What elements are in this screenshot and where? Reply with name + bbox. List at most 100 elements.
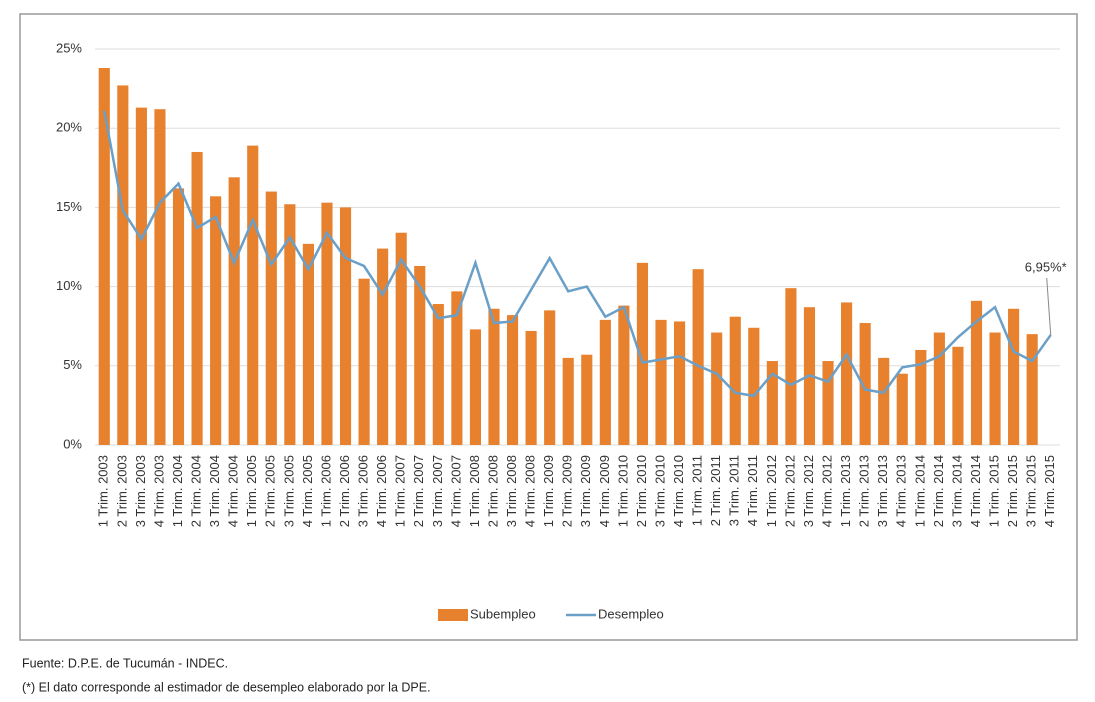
x-tick-label: 4 Trim. 2006 — [374, 455, 389, 527]
footnote: (*) El dato corresponde al estimador de … — [22, 680, 431, 694]
bar — [952, 346, 964, 445]
x-tick-label: 1 Trim. 2004 — [170, 455, 185, 527]
bar — [265, 191, 277, 445]
bar — [525, 330, 537, 445]
x-tick-label: 4 Trim. 2009 — [597, 455, 612, 527]
x-tick-label: 1 Trim. 2005 — [244, 455, 259, 527]
bar — [321, 202, 333, 445]
x-tick-label: 4 Trim. 2013 — [894, 455, 909, 527]
x-tick-label: 3 Trim. 2003 — [133, 455, 148, 527]
bar — [859, 323, 871, 445]
x-tick-label: 3 Trim. 2009 — [578, 455, 593, 527]
x-tick-label: 2 Trim. 2012 — [782, 455, 797, 527]
x-tick-label: 2 Trim. 2010 — [634, 455, 649, 527]
x-tick-label: 3 Trim. 2006 — [356, 455, 371, 527]
chart-frame — [19, 13, 1078, 641]
line — [103, 110, 1052, 398]
bar — [414, 266, 426, 445]
x-tick-label: 1 Trim. 2003 — [96, 455, 111, 527]
bar — [544, 310, 556, 445]
y-tick-label: 10% — [56, 278, 82, 293]
bar — [469, 329, 481, 445]
bar — [451, 291, 463, 445]
bar — [711, 332, 723, 445]
bar — [674, 321, 686, 445]
legend-label: Subempleo — [470, 606, 536, 621]
bar — [358, 278, 370, 445]
bar — [581, 354, 593, 445]
x-tick-label: 3 Trim. 2010 — [652, 455, 667, 527]
bar — [228, 177, 240, 445]
y-tick-label: 0% — [63, 436, 82, 451]
legend-label: Desempleo — [598, 606, 664, 621]
x-tick-label: 1 Trim. 2013 — [838, 455, 853, 527]
bar — [172, 188, 185, 445]
x-tick-label: 3 Trim. 2014 — [949, 455, 964, 527]
x-tick-label: 1 Trim. 2006 — [318, 455, 333, 527]
x-tick-label: 4 Trim. 2015 — [1042, 455, 1057, 527]
bar — [395, 232, 407, 445]
x-tick-label: 4 Trim. 2010 — [671, 455, 686, 527]
x-tick-label: 4 Trim. 2014 — [968, 455, 983, 527]
bar — [822, 361, 834, 445]
x-tick-label: 3 Trim. 2015 — [1024, 455, 1039, 527]
legend-swatch — [438, 609, 468, 621]
bar — [432, 304, 444, 445]
bar — [729, 316, 741, 445]
x-tick-label: 2 Trim. 2004 — [189, 455, 204, 527]
bar — [1008, 308, 1020, 445]
x-tick-label: 2 Trim. 2015 — [1005, 455, 1020, 527]
bar — [748, 327, 760, 445]
bar — [302, 243, 314, 445]
y-tick-label: 15% — [56, 199, 82, 214]
x-tick-label: 4 Trim. 2012 — [819, 455, 834, 527]
x-tick-label: 3 Trim. 2004 — [207, 455, 222, 527]
bar — [841, 302, 853, 445]
bar — [655, 319, 667, 445]
x-tick-label: 3 Trim. 2005 — [281, 455, 296, 527]
bar — [896, 373, 908, 445]
bar — [135, 107, 147, 445]
bar — [98, 68, 110, 446]
bar — [970, 300, 983, 445]
x-tick-label: 3 Trim. 2007 — [430, 455, 445, 527]
value-label: 6,95%* — [1025, 259, 1067, 274]
x-tick-label: 4 Trim. 2004 — [226, 455, 241, 527]
bar — [210, 196, 222, 445]
x-tick-label: 1 Trim. 2015 — [986, 455, 1001, 527]
x-tick-label: 4 Trim. 2005 — [300, 455, 315, 527]
x-tick-label: 1 Trim. 2012 — [764, 455, 779, 527]
bar — [488, 308, 500, 445]
bar — [339, 207, 352, 445]
bar — [1026, 334, 1038, 445]
bar — [766, 361, 778, 445]
bar — [989, 332, 1001, 445]
bar — [377, 248, 389, 445]
x-tick-label: 2 Trim. 2009 — [560, 455, 575, 527]
x-tick-label: 1 Trim. 2011 — [690, 455, 705, 526]
bar — [878, 357, 890, 445]
x-tick-label: 3 Trim. 2008 — [504, 455, 519, 527]
bar — [506, 315, 519, 445]
x-tick-label: 3 Trim. 2011 — [727, 455, 742, 526]
x-tick-label: 3 Trim. 2013 — [875, 455, 890, 527]
bar — [933, 332, 945, 445]
y-tick-label: 25% — [56, 40, 82, 55]
bar — [599, 319, 611, 445]
bar — [618, 305, 630, 445]
x-tick-label: 4 Trim. 2007 — [448, 455, 463, 527]
x-tick-label: 2 Trim. 2011 — [708, 455, 723, 526]
x-tick-label: 2 Trim. 2008 — [485, 455, 500, 527]
x-tick-label: 1 Trim. 2009 — [541, 455, 556, 527]
x-tick-label: 2 Trim. 2013 — [857, 455, 872, 527]
x-tick-label: 4 Trim. 2008 — [523, 455, 538, 527]
bar — [636, 262, 649, 445]
bar — [191, 151, 203, 445]
y-tick-label: 5% — [63, 357, 82, 372]
x-tick-label: 2 Trim. 2007 — [411, 455, 426, 527]
x-tick-label: 1 Trim. 2010 — [615, 455, 630, 527]
bar — [785, 288, 797, 445]
bar — [284, 204, 296, 445]
bar — [154, 109, 166, 445]
